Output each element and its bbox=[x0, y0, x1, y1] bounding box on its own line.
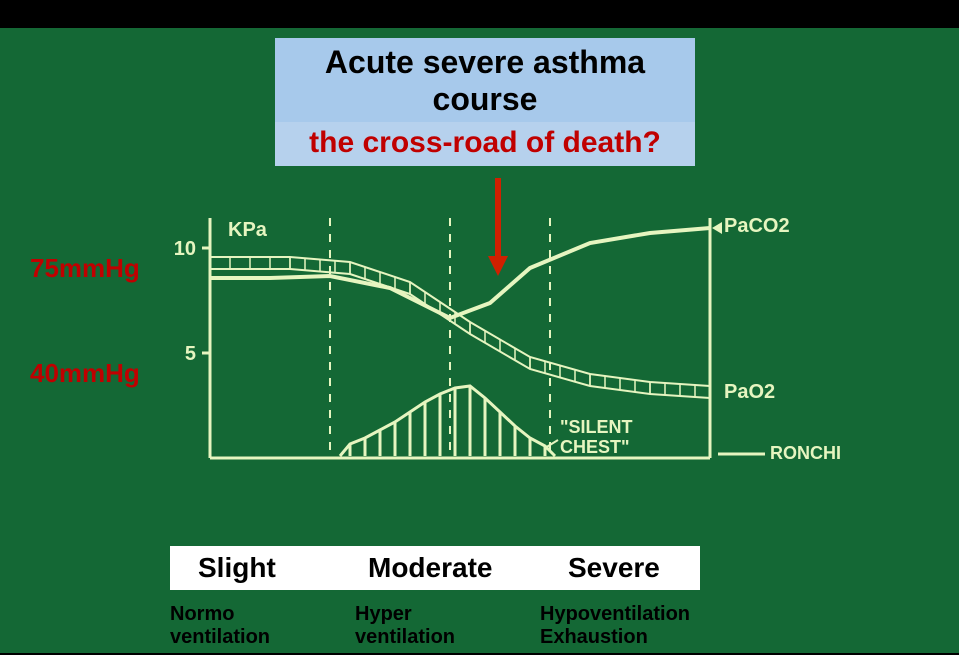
vent-normo-a: Normo bbox=[170, 603, 355, 626]
svg-text:PaO2: PaO2 bbox=[724, 381, 775, 403]
vent-hyper: Hyper ventilation bbox=[355, 603, 540, 649]
slide-background: Acute severe asthma course the cross-roa… bbox=[0, 28, 959, 653]
svg-text:10: 10 bbox=[174, 238, 196, 260]
severity-severe: Severe bbox=[568, 552, 672, 584]
title-line3-box: the cross-road of death? bbox=[275, 122, 695, 166]
axis-label-75mmhg: 75mmHg bbox=[30, 253, 140, 284]
vent-normo: Normo ventilation bbox=[170, 603, 355, 649]
vent-normo-b: ventilation bbox=[170, 626, 355, 649]
title-block: Acute severe asthma course the cross-roa… bbox=[275, 38, 695, 166]
vent-hypo-b: Exhaustion bbox=[540, 626, 790, 649]
title-line1: Acute severe asthma bbox=[325, 44, 645, 80]
ventilation-row: Normo ventilation Hyper ventilation Hypo… bbox=[170, 603, 790, 649]
svg-text:RONCHI: RONCHI bbox=[770, 443, 841, 463]
svg-text:CHEST": CHEST" bbox=[560, 437, 630, 457]
svg-text:KPa: KPa bbox=[228, 219, 268, 241]
title-line2-box: course bbox=[275, 81, 695, 124]
svg-text:PaCO2: PaCO2 bbox=[724, 215, 790, 237]
svg-text:5: 5 bbox=[185, 343, 196, 365]
title-line2: course bbox=[433, 81, 538, 117]
vent-hypo: Hypoventilation Exhaustion bbox=[540, 603, 790, 649]
vent-hyper-b: ventilation bbox=[355, 626, 540, 649]
blood-gas-chart: KPa 10 5 PaCO2 PaO2 "SILENTCHEST" RONCHI bbox=[150, 208, 850, 548]
axis-label-40mmhg: 40mmHg bbox=[30, 358, 140, 389]
severity-slight: Slight bbox=[198, 552, 368, 584]
severity-moderate: Moderate bbox=[368, 552, 568, 584]
vent-hyper-a: Hyper bbox=[355, 603, 540, 626]
svg-text:"SILENT: "SILENT bbox=[560, 417, 633, 437]
title-line1-box: Acute severe asthma bbox=[275, 38, 695, 81]
title-line3: the cross-road of death? bbox=[309, 126, 661, 159]
severity-row: Slight Moderate Severe bbox=[170, 546, 700, 590]
chart-svg: KPa 10 5 PaCO2 PaO2 "SILENTCHEST" RONCHI bbox=[150, 208, 850, 548]
vent-hypo-a: Hypoventilation bbox=[540, 603, 790, 626]
